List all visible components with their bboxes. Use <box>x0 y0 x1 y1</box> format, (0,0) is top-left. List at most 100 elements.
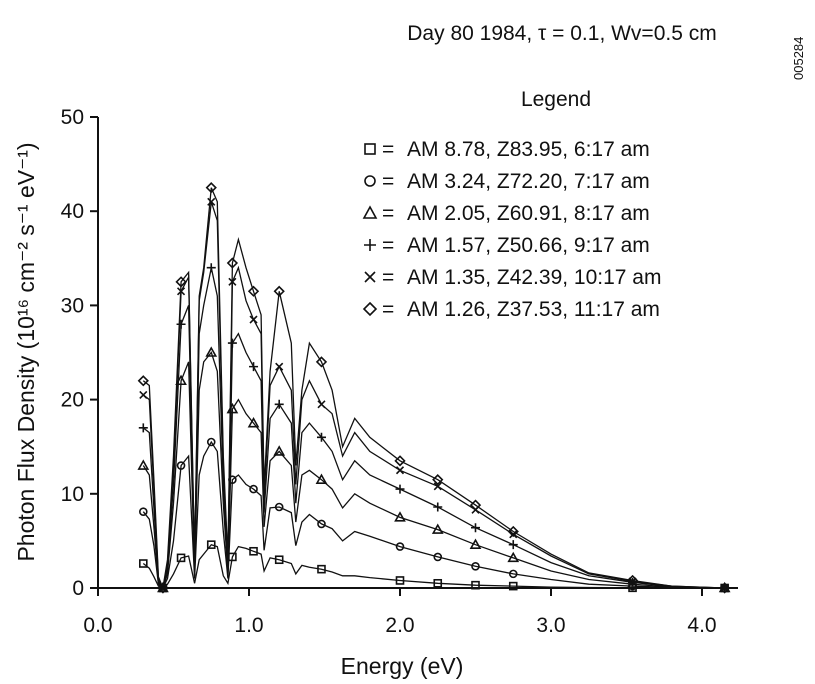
legend-label: AM 1.26, Z37.53, 11:17 am <box>407 298 660 321</box>
data-point-diamond <box>719 582 731 594</box>
legend-label: AM 3.24, Z72.20, 7:17 am <box>407 170 650 193</box>
y-tick-label: 10 <box>61 483 84 506</box>
data-point-triangle <box>226 402 239 414</box>
x-tick-label: 0.0 <box>83 614 112 637</box>
data-point-triangle <box>507 551 520 563</box>
legend: Legend = AM 8.78, Z83.95, 6:17 am = AM 3.24… <box>362 88 661 321</box>
data-point-triangle <box>469 538 482 549</box>
data-point-cross <box>249 315 258 324</box>
series-line-diamond <box>142 187 725 591</box>
y-tick-label: 50 <box>61 106 84 129</box>
x-tick-group: 0.0 1.0 2.0 3.0 4.0 <box>83 588 717 637</box>
data-point-diamond <box>432 474 444 486</box>
data-point-plus <box>138 423 148 433</box>
data-point-circle <box>471 562 480 571</box>
data-point-square <box>176 553 186 563</box>
data-point-diamond <box>175 276 187 288</box>
y-tick-label: 30 <box>61 294 84 317</box>
data-point-plus <box>395 484 405 494</box>
legend-marker-triangle <box>362 205 378 219</box>
legend-marker-diamond <box>362 301 378 317</box>
x-tick-label: 3.0 <box>536 614 565 637</box>
legend-marker-cross <box>364 271 376 283</box>
y-tick-label: 0 <box>72 577 84 600</box>
data-point-circle <box>274 502 284 512</box>
data-point-circle <box>395 542 405 551</box>
data-point-diamond <box>226 257 239 269</box>
data-point-plus <box>274 399 284 409</box>
data-point-diamond <box>157 582 169 594</box>
data-point-cross <box>207 197 216 206</box>
data-point-circle <box>317 519 326 529</box>
data-point-diamond <box>205 182 217 194</box>
y-tick-group: 0 10 20 30 40 50 <box>61 106 98 600</box>
data-point-plus <box>433 502 443 512</box>
data-point-square <box>206 540 216 549</box>
data-point-diamond <box>394 455 406 467</box>
series-marker-group <box>137 182 731 594</box>
data-point-square <box>395 576 405 585</box>
chart-title: Day 80 1984, τ = 0.1, Wv=0.5 cm <box>407 22 716 45</box>
data-point-cross <box>275 362 284 371</box>
legend-label: AM 1.35, Z42.39, 10:17 am <box>407 266 661 289</box>
legend-marker-plus <box>364 239 376 251</box>
data-point-triangle <box>394 511 406 522</box>
legend-equals: = <box>382 202 394 225</box>
legend-marker-square <box>364 143 376 155</box>
data-point-diamond <box>137 375 149 387</box>
data-point-plus <box>316 432 326 442</box>
data-point-plus <box>249 362 259 372</box>
data-point-cross <box>176 287 186 296</box>
data-point-plus <box>206 263 216 273</box>
y-axis-title: Photon Flux Density (10¹⁶ cm⁻² s⁻¹ eV⁻¹) <box>13 142 39 561</box>
y-tick-label: 20 <box>61 389 84 412</box>
data-point-triangle <box>137 459 150 470</box>
data-point-triangle <box>315 473 328 484</box>
data-point-square <box>249 546 258 556</box>
data-point-square <box>508 581 518 591</box>
data-point-diamond <box>315 356 328 368</box>
legend-title: Legend <box>521 88 591 111</box>
data-point-square <box>139 559 148 568</box>
data-point-triangle <box>247 417 260 428</box>
data-point-cross <box>433 482 442 491</box>
legend-equals: = <box>382 170 394 193</box>
data-point-circle <box>433 552 443 562</box>
data-point-diamond <box>273 285 285 297</box>
x-tick-label: 4.0 <box>687 614 716 637</box>
legend-items: = AM 8.78, Z83.95, 6:17 am = AM 3.24, Z72.2… <box>362 138 661 321</box>
data-point-square <box>471 580 480 590</box>
series-line-circle <box>142 440 725 590</box>
y-tick-label: 40 <box>61 200 84 223</box>
data-point-square <box>433 578 443 588</box>
legend-marker-circle <box>364 175 376 187</box>
data-point-cross <box>509 530 518 539</box>
legend-label: AM 1.57, Z50.66, 9:17 am <box>407 234 650 257</box>
data-point-plus <box>508 540 518 550</box>
data-point-plus <box>471 523 480 533</box>
legend-equals: = <box>382 138 394 161</box>
data-point-triangle <box>431 523 444 534</box>
legend-label: AM 8.78, Z83.95, 6:17 am <box>407 138 650 161</box>
data-point-triangle <box>205 346 218 357</box>
x-tick-label: 1.0 <box>234 614 263 637</box>
data-point-square <box>317 564 326 574</box>
figure-id: 005284 <box>791 37 806 80</box>
series-line-triangle <box>142 351 725 590</box>
x-tick-label: 2.0 <box>385 614 414 637</box>
data-point-plus <box>176 319 186 329</box>
data-point-circle <box>228 475 237 484</box>
data-point-triangle <box>273 445 286 456</box>
data-point-plus <box>227 338 237 348</box>
data-point-cross <box>228 277 237 286</box>
data-point-cross <box>395 466 405 475</box>
legend-equals: = <box>382 298 394 321</box>
legend-equals: = <box>382 266 394 289</box>
x-axis-title: Energy (eV) <box>341 653 464 679</box>
data-point-diamond <box>247 285 260 297</box>
data-point-diamond <box>469 499 482 511</box>
data-point-diamond <box>626 574 639 587</box>
data-point-square <box>228 552 237 562</box>
data-point-cross <box>139 390 148 399</box>
